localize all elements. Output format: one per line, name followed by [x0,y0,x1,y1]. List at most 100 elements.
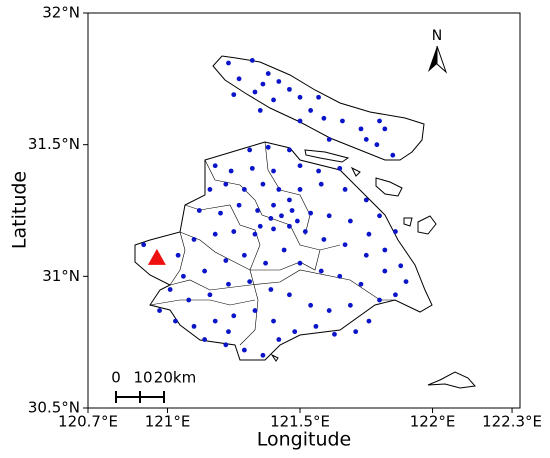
station-point [265,144,271,150]
x-axis-label: Longitude [257,429,352,451]
station-point [353,329,359,335]
station-point [366,318,372,324]
station-point [279,213,284,219]
station-point [202,268,208,274]
plot-frame [87,12,521,409]
station-point [382,126,388,132]
station-point [287,292,292,298]
station-point [260,181,266,187]
station-point [252,231,258,237]
station-point [241,252,247,258]
station-point [223,342,229,348]
station-point [297,94,303,100]
scale-label: 10 [133,369,152,387]
station-point [196,208,202,213]
station-point [252,89,258,95]
station-point [157,308,162,313]
station-point [257,223,263,229]
station-point [342,187,348,192]
station-point [297,260,303,266]
station-point [398,263,404,269]
station-point [228,168,234,174]
station-point [257,108,263,113]
station-point [358,126,364,132]
x-tick-label: 120.7°E [58,413,118,431]
station-point [318,268,324,274]
station-point [393,292,398,298]
station-point [332,331,337,337]
x-tick-label: 121°E [145,413,191,431]
station-point [302,229,308,234]
station-point [271,97,276,103]
station-point [241,347,247,353]
station-point [316,94,321,100]
station-point [167,287,173,292]
station-point [326,137,332,142]
station-point [236,202,242,208]
station-point [297,118,303,124]
station-point [173,318,178,324]
station-point [191,323,197,329]
station-point [316,168,321,174]
station-point [249,165,255,171]
station-point [366,231,372,237]
station-point [218,210,223,216]
station-point [247,147,253,153]
station-point [297,163,303,169]
station-point [271,318,276,324]
station-point [212,231,218,237]
station-point [223,258,229,263]
station-point [347,302,353,308]
station-point [403,279,409,284]
station-point [263,260,268,266]
x-tick-label: 122°E [410,413,456,431]
station-point [265,71,271,76]
station-point [247,279,253,284]
station-point [287,86,292,92]
station-point [377,297,382,303]
station-point [202,337,208,342]
station-point [276,79,282,84]
station-point [226,329,231,335]
station-point [308,210,314,216]
station-point [175,252,181,258]
y-tick-label: 31.5°N [28,135,80,153]
station-point [294,218,300,224]
station-point [271,202,276,208]
station-point [287,197,292,203]
station-point [181,273,186,279]
station-point [340,118,345,124]
y-tick-label: 32°N [42,4,80,22]
site-marker [147,248,166,265]
station-point [241,187,247,192]
y-tick-label: 31°N [42,267,80,285]
station-point [226,60,231,66]
station-point [377,213,382,219]
station-point [337,273,343,279]
station-point [287,223,292,229]
station-point [231,229,237,234]
station-point [321,115,327,121]
station-point [191,237,197,242]
station-point [212,163,218,169]
station-point [252,308,258,313]
station-point [281,247,287,253]
station-point [271,226,276,232]
station-point [271,168,276,174]
station-point [287,147,292,153]
station-point [260,81,266,87]
station-point [308,108,314,113]
station-point [326,308,332,313]
coastline [134,55,476,389]
x-tick-label: 121.5°E [270,413,330,431]
station-point [363,197,369,203]
station-point [382,268,388,274]
station-point [313,323,319,329]
station-point [292,329,298,335]
station-point [377,118,382,124]
station-point [326,213,332,219]
y-tick-label: 30.5°N [28,399,80,417]
station-point [342,242,348,248]
station-point [297,187,303,192]
